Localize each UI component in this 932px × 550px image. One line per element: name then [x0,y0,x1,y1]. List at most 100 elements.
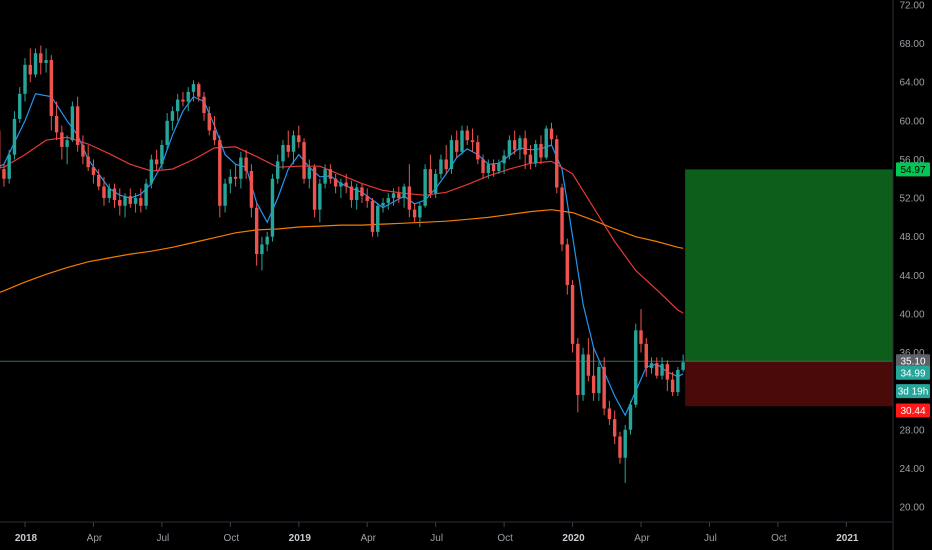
candle-body [534,144,538,164]
candle-body [681,362,685,370]
candle-body [191,84,196,92]
candle-body [312,167,317,210]
candle [534,140,538,168]
candle-body [376,205,380,232]
candle-body [612,419,617,437]
candle-body [391,193,396,199]
candle [354,183,359,210]
candle-body [549,128,554,140]
candle [112,183,117,208]
candle-body [655,363,659,376]
candle [312,164,317,218]
candle [207,106,211,136]
long-position-tool[interactable] [0,169,893,407]
candle [555,135,559,194]
time-axis[interactable]: 2018 Apr Jul Oct 2019 Apr Jul Oct 2020 Apr Jul Oct 2… [15,522,859,544]
y-tick-label: 20.00 [899,503,924,514]
candle [276,154,280,184]
candle-body [186,91,190,102]
x-tick-label: Apr [360,533,376,544]
candle-body [433,173,438,194]
candle-body [576,343,580,396]
candle-body [439,159,443,174]
candle [281,140,285,170]
candle [507,135,512,160]
candle [628,400,633,435]
candle-body [128,196,132,204]
x-tick-label: Oct [771,533,787,544]
price-badge-label: 3d 19h [898,387,929,398]
candle [581,347,585,401]
candle [391,188,396,206]
candle-body [502,155,506,164]
candle [328,164,333,184]
candle [260,236,264,271]
candle [254,202,259,266]
candle [412,202,417,223]
candle [402,183,406,208]
target-zone[interactable] [685,169,893,362]
x-tick-label: Jul [156,533,169,544]
candle-body [623,429,627,458]
candle [65,135,69,165]
candle [344,173,348,194]
candle [433,169,438,199]
candle [455,130,459,158]
candle-body [644,343,648,368]
candle [639,309,643,353]
candle [397,186,401,203]
candle [470,128,475,152]
x-tick-label: Apr [87,533,103,544]
y-tick-label: 28.00 [899,425,924,436]
candle [270,173,275,242]
candle-body [39,53,43,63]
candle-body [139,198,143,206]
candle [465,125,469,145]
candle [233,164,238,187]
candle-body [565,244,569,285]
candle-body [491,164,496,172]
y-tick-label: 36.00 [899,348,924,359]
candle [75,96,80,152]
x-tick-label: Jul [704,533,717,544]
candle-body [97,174,101,187]
candle [665,360,670,392]
candle-body [512,140,517,150]
x-tick-label: Jul [430,533,443,544]
candle [612,410,617,445]
stop-zone[interactable] [685,361,893,407]
candle-body [649,363,654,368]
price-badge-label: 30.44 [900,406,925,417]
candle-body [302,142,306,179]
candle-body [12,118,17,155]
candle [170,106,175,131]
y-tick-label: 64.00 [899,78,924,89]
price-badge-box [896,365,930,380]
candle [12,111,17,160]
candle [444,144,448,174]
candle [418,202,422,228]
candle-body [544,128,548,158]
candle [565,238,569,295]
candle [118,188,122,216]
candle-body [586,354,591,376]
candle [360,183,364,203]
candle [97,169,101,191]
price-badge: 30.44 [896,403,930,418]
candle [634,323,638,408]
price-badge: 34.99 [896,365,930,380]
candle-body [602,367,606,409]
candle [54,101,59,141]
candle-body [676,369,680,393]
y-tick-label: 48.00 [899,232,924,243]
candle-body [118,200,122,206]
candle [86,144,90,172]
y-tick-label: 44.00 [899,271,924,282]
candle [386,193,390,210]
candle [307,159,312,189]
candle-body [160,144,164,165]
candle-body [344,182,348,187]
candle-body [170,111,175,121]
candle-body [265,236,269,245]
